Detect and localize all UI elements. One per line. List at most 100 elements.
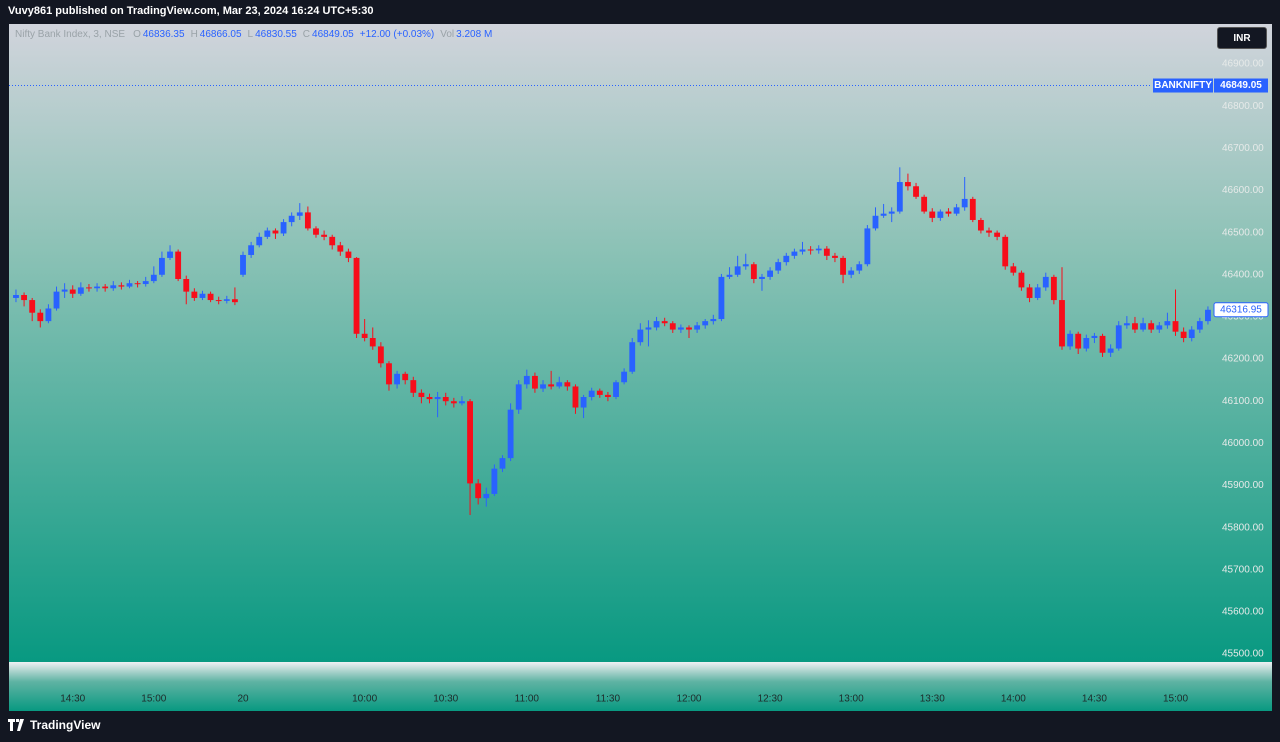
candle-body — [248, 245, 255, 255]
candle-body — [150, 274, 157, 282]
candle-body — [929, 211, 936, 218]
candle-body — [686, 327, 692, 330]
legend-change: +12.00 (+0.03%) — [359, 29, 435, 40]
candle-body — [426, 397, 433, 400]
candle-body — [499, 458, 506, 469]
candle-body — [759, 276, 765, 279]
candle-body — [1091, 335, 1098, 338]
y-tick-label: 46900.00 — [1222, 59, 1264, 70]
candle-body — [864, 228, 871, 265]
candle-body — [13, 295, 19, 298]
y-tick-label: 46600.00 — [1222, 185, 1264, 196]
candle-body — [767, 270, 773, 277]
candle-body — [953, 207, 960, 214]
candle-body — [823, 248, 830, 256]
candle-body — [240, 254, 246, 275]
candle-body — [118, 285, 125, 287]
x-tick-label: 11:00 — [515, 694, 540, 705]
candle-body — [345, 251, 352, 258]
candle-body — [296, 212, 303, 216]
candle-body — [418, 392, 425, 398]
candle-body — [653, 321, 660, 328]
candle-body — [905, 182, 911, 187]
candle-body — [215, 300, 222, 302]
candle-body — [532, 375, 538, 389]
x-tick-label: 15:00 — [1163, 694, 1188, 705]
candle-body — [986, 230, 992, 233]
candle-body — [1026, 287, 1033, 298]
candle-body — [475, 483, 482, 499]
candle-body — [134, 283, 141, 285]
y-tick-label: 46800.00 — [1222, 101, 1264, 112]
candle-body — [1172, 321, 1179, 332]
candle-body — [491, 468, 498, 494]
candle-body — [645, 327, 652, 330]
x-tick-label: 12:00 — [676, 694, 701, 705]
candle-body — [848, 270, 855, 275]
candle-body — [21, 295, 28, 301]
footer: TradingView — [8, 718, 100, 732]
candle-body — [37, 312, 44, 322]
x-tick-label: 11:30 — [596, 694, 621, 705]
last-price-tag — [1213, 302, 1269, 318]
x-tick-label: 14:30 — [1082, 694, 1107, 705]
candle-body — [742, 264, 749, 267]
candle-body — [450, 401, 457, 404]
legend-key: H — [190, 29, 198, 40]
candle-body — [896, 182, 903, 212]
y-tick-label: 46400.00 — [1222, 269, 1264, 280]
y-tick-label: 45600.00 — [1222, 607, 1264, 618]
candle-body — [791, 251, 798, 256]
candle-body — [1148, 323, 1155, 330]
candle-body — [937, 211, 944, 218]
candle-body — [572, 386, 579, 408]
candle-body — [1205, 309, 1211, 322]
currency-button[interactable]: INR — [1217, 27, 1267, 49]
candle-body — [231, 299, 238, 303]
y-tick-label: 45800.00 — [1222, 522, 1264, 533]
candle-body — [1164, 321, 1171, 326]
candle-body — [337, 245, 344, 252]
candle-body — [386, 363, 392, 385]
candle-body — [515, 384, 522, 410]
candle-body — [1083, 337, 1090, 349]
candle-body — [1067, 333, 1074, 347]
candle-body — [175, 251, 182, 279]
candle-body — [94, 286, 100, 289]
publisher-line: Vuvy861 published on TradingView.com, Ma… — [8, 5, 374, 17]
price-tag — [1214, 78, 1268, 93]
symbol-tag — [1153, 78, 1213, 93]
candle-body — [548, 384, 555, 387]
candle-body — [540, 384, 546, 389]
candle-body — [564, 382, 571, 387]
candle-body — [1180, 331, 1187, 338]
candle-body — [945, 211, 952, 214]
legend-volume: 3.208 M — [456, 29, 493, 40]
candle-body — [677, 327, 684, 330]
candle-body — [442, 397, 449, 402]
candle-body — [604, 394, 611, 398]
candle-body — [1115, 325, 1122, 349]
candle-body — [807, 249, 814, 251]
candle-body — [977, 219, 984, 231]
y-tick-label: 46200.00 — [1222, 354, 1264, 365]
candle-body — [1188, 329, 1195, 338]
candle-body — [183, 278, 190, 292]
y-tick-label: 45500.00 — [1222, 649, 1264, 660]
candle-body — [207, 293, 214, 301]
candle-body — [313, 228, 319, 235]
candle-body — [1123, 323, 1130, 326]
candle-body — [126, 283, 133, 287]
candle-body — [613, 382, 619, 398]
candle-body — [1099, 335, 1106, 353]
candle-body — [61, 289, 68, 292]
candle-body — [888, 211, 895, 214]
candle-body — [1132, 323, 1138, 330]
candle-body — [159, 257, 165, 275]
x-tick-label: 20 — [237, 694, 249, 705]
candle-body — [86, 287, 92, 289]
candle-body — [523, 375, 530, 385]
candle-body — [961, 198, 968, 208]
candle-body — [280, 222, 287, 234]
